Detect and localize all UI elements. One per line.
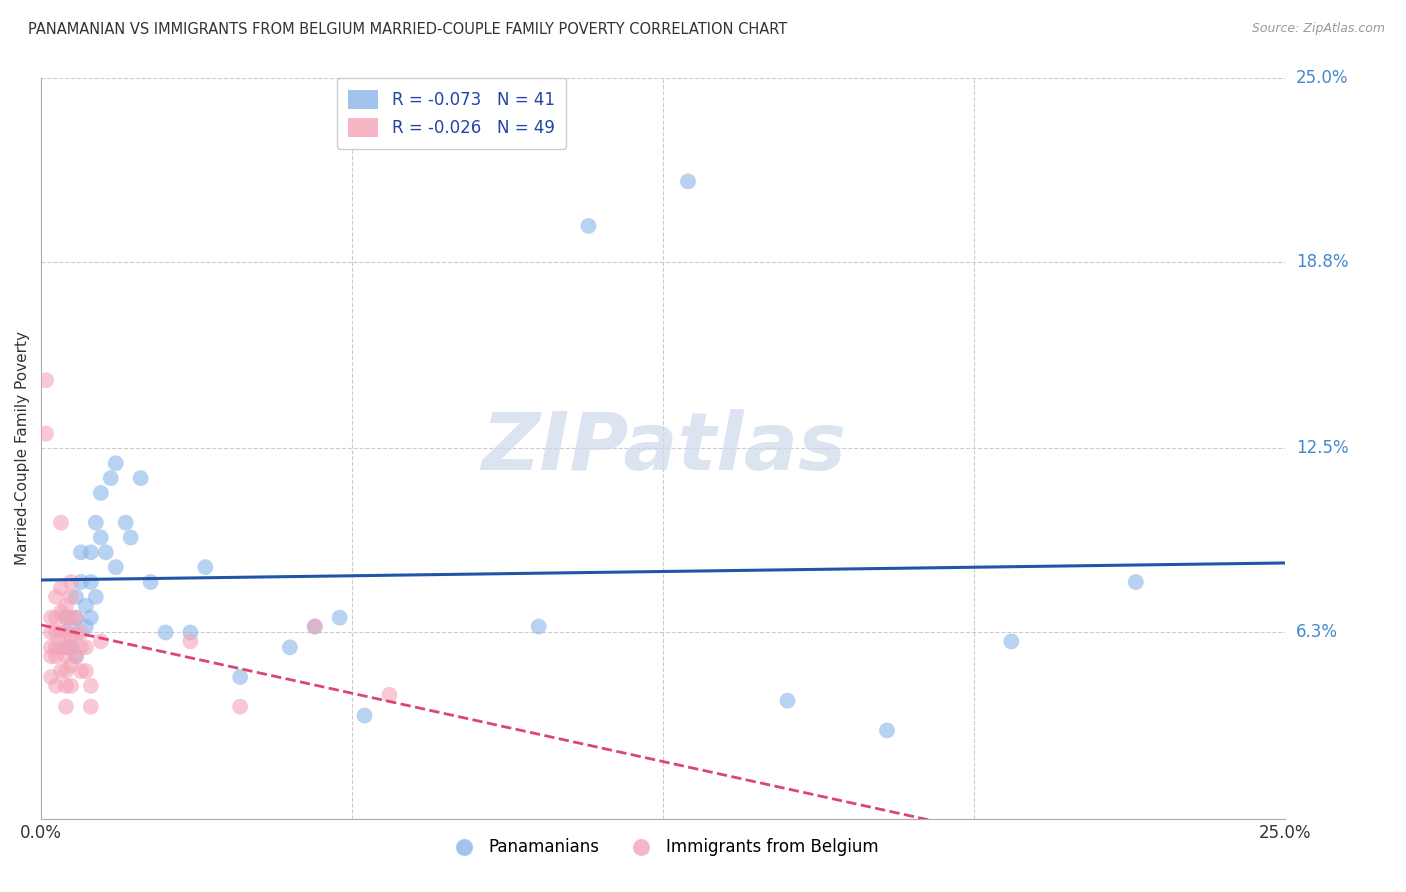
Point bbox=[104, 456, 127, 470]
Point bbox=[84, 516, 107, 530]
Point bbox=[90, 634, 112, 648]
Point bbox=[139, 574, 162, 589]
Point bbox=[229, 670, 252, 684]
Point bbox=[80, 574, 103, 589]
Point bbox=[45, 640, 67, 655]
Point bbox=[70, 574, 93, 589]
Point bbox=[75, 619, 97, 633]
Point bbox=[80, 545, 103, 559]
Point bbox=[39, 640, 62, 655]
Point bbox=[49, 581, 72, 595]
Point bbox=[229, 699, 252, 714]
Point bbox=[49, 516, 72, 530]
Point bbox=[278, 640, 301, 655]
Point bbox=[1000, 634, 1022, 648]
Point bbox=[155, 625, 177, 640]
Point bbox=[90, 531, 112, 545]
Point bbox=[55, 640, 77, 655]
Point bbox=[55, 664, 77, 678]
Point bbox=[179, 625, 201, 640]
Point bbox=[49, 664, 72, 678]
Point bbox=[70, 545, 93, 559]
Point bbox=[84, 590, 107, 604]
Point bbox=[65, 610, 87, 624]
Point bbox=[80, 610, 103, 624]
Point bbox=[59, 574, 82, 589]
Point bbox=[120, 531, 142, 545]
Point bbox=[65, 628, 87, 642]
Point bbox=[65, 649, 87, 664]
Point bbox=[55, 610, 77, 624]
Point bbox=[676, 174, 699, 188]
Point bbox=[39, 625, 62, 640]
Point bbox=[104, 560, 127, 574]
Point bbox=[59, 679, 82, 693]
Point bbox=[49, 625, 72, 640]
Point bbox=[179, 634, 201, 648]
Text: PANAMANIAN VS IMMIGRANTS FROM BELGIUM MARRIED-COUPLE FAMILY POVERTY CORRELATION : PANAMANIAN VS IMMIGRANTS FROM BELGIUM MA… bbox=[28, 22, 787, 37]
Point bbox=[45, 625, 67, 640]
Point bbox=[578, 219, 600, 233]
Point bbox=[94, 545, 117, 559]
Text: 12.5%: 12.5% bbox=[1296, 440, 1348, 458]
Point bbox=[59, 658, 82, 673]
Point bbox=[65, 649, 87, 664]
Point bbox=[75, 640, 97, 655]
Point bbox=[49, 605, 72, 619]
Point bbox=[35, 373, 58, 387]
Point bbox=[65, 590, 87, 604]
Point bbox=[59, 590, 82, 604]
Point bbox=[304, 619, 326, 633]
Text: 18.8%: 18.8% bbox=[1296, 252, 1348, 270]
Text: 6.3%: 6.3% bbox=[1296, 624, 1339, 641]
Text: 25.0%: 25.0% bbox=[1296, 69, 1348, 87]
Point bbox=[45, 590, 67, 604]
Point bbox=[49, 640, 72, 655]
Point bbox=[100, 471, 122, 485]
Point bbox=[55, 599, 77, 613]
Point bbox=[45, 679, 67, 693]
Point bbox=[45, 610, 67, 624]
Point bbox=[114, 516, 136, 530]
Text: Source: ZipAtlas.com: Source: ZipAtlas.com bbox=[1251, 22, 1385, 36]
Point bbox=[59, 610, 82, 624]
Point bbox=[55, 625, 77, 640]
Point bbox=[329, 610, 352, 624]
Point bbox=[70, 625, 93, 640]
Point bbox=[59, 619, 82, 633]
Point bbox=[35, 426, 58, 441]
Point bbox=[194, 560, 217, 574]
Legend: Panamanians, Immigrants from Belgium: Panamanians, Immigrants from Belgium bbox=[440, 831, 886, 863]
Point bbox=[1125, 574, 1147, 589]
Point bbox=[55, 679, 77, 693]
Y-axis label: Married-Couple Family Poverty: Married-Couple Family Poverty bbox=[15, 332, 30, 566]
Point bbox=[776, 694, 799, 708]
Point bbox=[129, 471, 152, 485]
Point bbox=[70, 664, 93, 678]
Point bbox=[80, 699, 103, 714]
Point bbox=[80, 679, 103, 693]
Point bbox=[353, 708, 375, 723]
Point bbox=[876, 723, 898, 738]
Point bbox=[45, 649, 67, 664]
Point bbox=[39, 610, 62, 624]
Point bbox=[55, 610, 77, 624]
Point bbox=[59, 640, 82, 655]
Point bbox=[55, 640, 77, 655]
Point bbox=[65, 610, 87, 624]
Point bbox=[90, 486, 112, 500]
Point bbox=[75, 599, 97, 613]
Point bbox=[59, 640, 82, 655]
Point bbox=[55, 699, 77, 714]
Point bbox=[378, 688, 401, 702]
Point bbox=[75, 664, 97, 678]
Point bbox=[39, 670, 62, 684]
Point bbox=[39, 649, 62, 664]
Point bbox=[70, 640, 93, 655]
Point bbox=[59, 628, 82, 642]
Text: ZIPatlas: ZIPatlas bbox=[481, 409, 845, 487]
Point bbox=[304, 619, 326, 633]
Point bbox=[55, 649, 77, 664]
Point bbox=[527, 619, 550, 633]
